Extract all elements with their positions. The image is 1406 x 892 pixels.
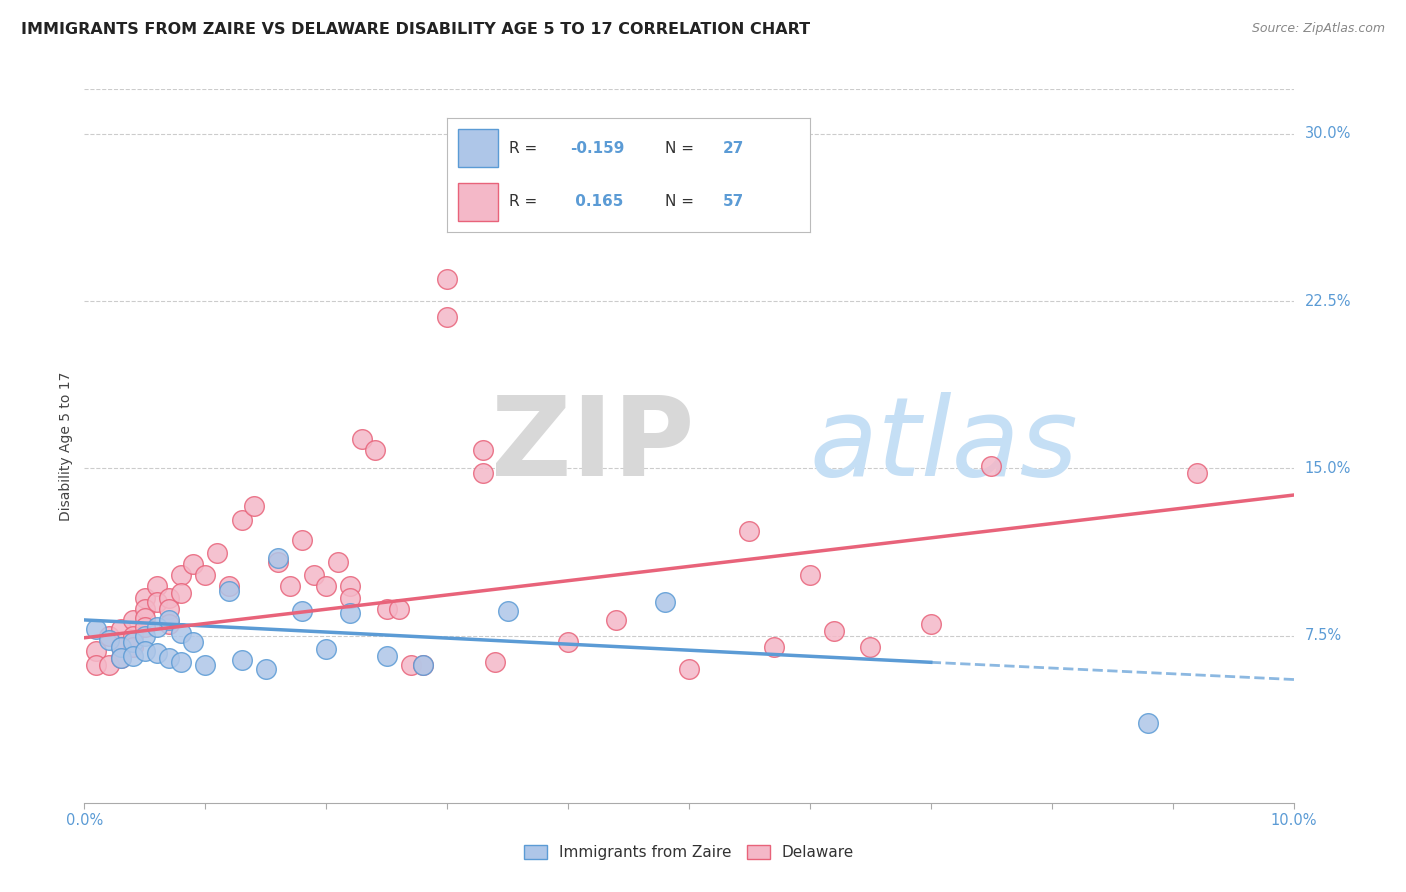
Point (86, 622, 108, 636)
Point (363, 443, 385, 458)
Point (472, 443, 495, 458)
Point (920, 617, 942, 632)
Point (738, 524, 761, 538)
Point (242, 500, 264, 514)
Point (412, 657, 434, 672)
Point (496, 604, 519, 618)
Point (436, 310, 458, 324)
Text: Source: ZipAtlas.com: Source: ZipAtlas.com (1251, 22, 1385, 36)
Point (157, 591, 180, 605)
Point (484, 655, 506, 669)
Point (110, 640, 132, 654)
Point (121, 613, 143, 627)
Text: ZIP: ZIP (491, 392, 695, 500)
Point (654, 595, 676, 609)
Point (1137, 715, 1160, 730)
Point (157, 617, 180, 632)
Point (121, 628, 143, 642)
Point (170, 568, 193, 582)
Point (134, 644, 156, 658)
Point (86, 657, 108, 672)
Point (315, 642, 337, 657)
Point (134, 628, 156, 642)
Point (134, 602, 156, 616)
Point (328, 555, 350, 569)
Point (678, 662, 700, 676)
Point (218, 580, 240, 594)
Point (121, 640, 143, 654)
Point (267, 550, 290, 565)
Point (302, 568, 325, 582)
Point (1185, 466, 1208, 480)
Point (86, 644, 108, 658)
Point (110, 640, 132, 654)
Text: 15.0%: 15.0% (1305, 461, 1351, 475)
Point (799, 568, 821, 582)
Point (97, 633, 120, 648)
Point (472, 466, 495, 480)
Point (605, 613, 627, 627)
Point (170, 586, 193, 600)
Text: 30.0%: 30.0% (1305, 127, 1351, 141)
Point (339, 580, 361, 594)
Point (121, 635, 143, 649)
Point (375, 602, 398, 616)
Point (134, 610, 156, 624)
Point (97, 657, 120, 672)
Text: 22.5%: 22.5% (1305, 293, 1351, 309)
Point (412, 657, 434, 672)
Point (170, 626, 193, 640)
Point (194, 657, 217, 672)
Point (121, 648, 143, 663)
Point (278, 580, 301, 594)
Point (134, 619, 156, 633)
Point (339, 607, 361, 621)
Point (134, 591, 156, 605)
Point (859, 640, 882, 654)
Point (157, 651, 180, 665)
Point (375, 648, 398, 663)
Point (146, 580, 169, 594)
Point (146, 619, 169, 633)
Point (315, 580, 337, 594)
Point (388, 602, 411, 616)
Point (823, 624, 845, 639)
Point (181, 557, 204, 572)
Point (291, 533, 314, 547)
Point (339, 591, 361, 605)
Point (399, 657, 422, 672)
Point (146, 646, 169, 660)
Point (436, 271, 458, 285)
Point (231, 512, 253, 526)
Point (157, 602, 180, 616)
Point (352, 433, 374, 447)
Point (157, 613, 180, 627)
Legend: Immigrants from Zaire, Delaware: Immigrants from Zaire, Delaware (517, 839, 860, 866)
Point (110, 651, 132, 665)
Point (557, 635, 579, 649)
Point (267, 555, 290, 569)
Y-axis label: Disability Age 5 to 17: Disability Age 5 to 17 (59, 371, 73, 521)
Text: atlas: atlas (810, 392, 1078, 500)
Text: 7.5%: 7.5% (1305, 628, 1341, 643)
Point (146, 595, 169, 609)
Point (207, 546, 229, 560)
Point (97, 628, 120, 642)
Point (181, 635, 204, 649)
Point (231, 653, 253, 667)
Point (762, 640, 785, 654)
Point (254, 662, 277, 676)
Point (110, 622, 132, 636)
Point (980, 459, 1002, 474)
Point (110, 651, 132, 665)
Point (194, 568, 217, 582)
Point (291, 604, 314, 618)
Point (218, 583, 240, 598)
Text: IMMIGRANTS FROM ZAIRE VS DELAWARE DISABILITY AGE 5 TO 17 CORRELATION CHART: IMMIGRANTS FROM ZAIRE VS DELAWARE DISABI… (21, 22, 810, 37)
Point (170, 655, 193, 669)
